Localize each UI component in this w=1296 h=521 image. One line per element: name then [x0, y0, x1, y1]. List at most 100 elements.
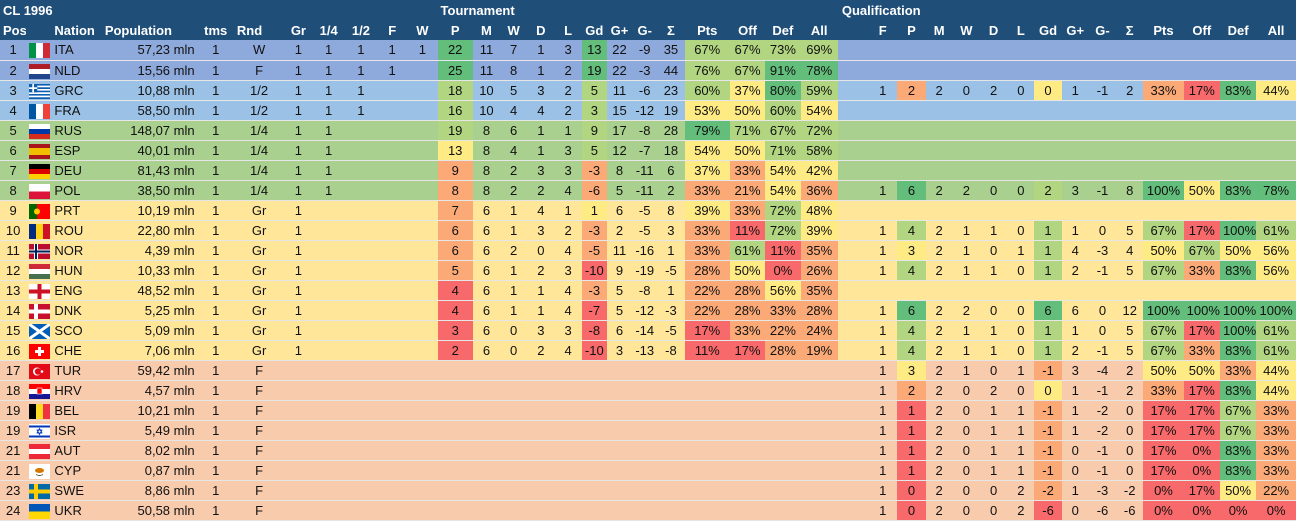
row-q-gd: 1 — [1034, 240, 1062, 261]
row-t-def: 11% — [765, 240, 801, 261]
row-q-sum: 5 — [1116, 220, 1144, 241]
table-row: 16 CHE 7,06 mln 1 Gr 1 2 6 0 2 4 -10 3 -13 -8 11% 17% 28%… — [0, 340, 1296, 361]
row-stage-q2 — [344, 200, 378, 221]
row-q-f: 1 — [868, 360, 898, 381]
row-population: 50,58 mln — [101, 500, 198, 521]
col-header-t-12: G- — [632, 20, 658, 40]
row-round: Gr — [233, 320, 285, 341]
row-t-gm: -6 — [632, 80, 658, 101]
row-q-m: 2 — [925, 300, 953, 321]
row-stage-q2 — [344, 360, 378, 381]
row-flag-cell — [26, 340, 52, 361]
row-q-m: 2 — [925, 80, 953, 101]
row-q-def: 83% — [1219, 260, 1257, 281]
row-t-l: 3 — [554, 160, 582, 181]
row-stage-w — [407, 140, 438, 161]
col-header-q-13: All — [1256, 20, 1296, 40]
row-t-pts: 17% — [684, 320, 730, 341]
row-stage-gr — [284, 360, 313, 381]
row-q-m: 2 — [925, 480, 953, 501]
row-spacer — [837, 200, 869, 221]
row-q-gm: -1 — [1088, 440, 1117, 461]
dk-flag-icon — [29, 303, 51, 319]
row-tms: 1 — [197, 280, 234, 301]
row-t-gd: -10 — [581, 260, 607, 281]
row-stage-gr — [284, 460, 313, 481]
col-header-spacer — [837, 20, 869, 40]
row-q-l: 0 — [1007, 300, 1035, 321]
row-t-def: 80% — [765, 80, 801, 101]
row-pos: 13 — [0, 280, 27, 301]
table-row: 5 RUS 148,07 mln 1 1/4 1 1 19 8 6 1 1 9 17 -8 28 79% 71% 6… — [0, 120, 1296, 141]
row-stage-q2 — [344, 440, 378, 461]
row-stage-q4 — [312, 440, 345, 461]
row-stage-q4 — [312, 300, 345, 321]
row-q-gm: -1 — [1088, 380, 1117, 401]
row-stage-w — [407, 100, 438, 121]
row-t-d: 1 — [527, 60, 555, 81]
col-header-t-10: Gd — [581, 20, 607, 40]
row-q-pts: 17% — [1143, 420, 1184, 441]
row-stage-f — [377, 160, 408, 181]
row-q-w: 1 — [952, 320, 980, 341]
row-stage-f — [377, 220, 408, 241]
row-stage-f — [377, 120, 408, 141]
row-q-gm: -3 — [1088, 480, 1117, 501]
row-t-off: 37% — [729, 80, 766, 101]
table-row: 2 NLD 15,56 mln 1 F 1 1 1 1 25 11 8 1 2 19 22 -3 44 76% 67%… — [0, 60, 1296, 81]
row-t-all: 36% — [800, 180, 838, 201]
row-t-gm: -9 — [632, 40, 658, 61]
row-t-p: 6 — [437, 220, 473, 241]
row-t-def: 56% — [765, 280, 801, 301]
row-stage-w — [407, 400, 438, 421]
row-t-l: 4 — [554, 240, 582, 261]
row-stage-q4: 1 — [312, 100, 345, 121]
row-flag-cell — [26, 60, 52, 81]
row-t-gp: 6 — [606, 200, 633, 221]
row-q-p: 4 — [897, 220, 926, 241]
row-t-all: 78% — [800, 60, 838, 81]
row-q-p: 1 — [897, 440, 926, 461]
row-tms: 1 — [197, 420, 234, 441]
row-t-gp: 3 — [606, 340, 633, 361]
row-stage-w — [407, 440, 438, 461]
row-q-def: 67% — [1219, 420, 1257, 441]
row-tms: 1 — [197, 440, 234, 461]
row-round: 1/4 — [233, 160, 285, 181]
row-q-all: 61% — [1256, 320, 1296, 341]
row-q-gp: 6 — [1061, 300, 1089, 321]
table-row: 17 TUR 59,42 mln 1 F 1 3 2 1 0 1 -1 3 -4 2 50% 50% 33% 44% — [0, 360, 1296, 381]
row-q-pts: 50% — [1143, 360, 1184, 381]
col-header-t-14: Pts — [684, 20, 730, 40]
row-nation: PRT — [51, 200, 102, 221]
row-t-sum: -8 — [657, 340, 685, 361]
row-population: 4,57 mln — [101, 380, 198, 401]
row-t-l: 1 — [554, 120, 582, 141]
row-t-all: 35% — [800, 240, 838, 261]
row-t-all: 35% — [800, 280, 838, 301]
row-stage-q2 — [344, 480, 378, 501]
row-q-gm: 0 — [1088, 300, 1117, 321]
row-t-d: 2 — [527, 180, 555, 201]
row-q-pts: 17% — [1143, 460, 1184, 481]
standings-body: 1 ITA 57,23 mln 1 W 1 1 1 1 1 22 11 7 1 3 13 22 -9 35 67% 67… — [0, 40, 1296, 521]
row-t-def: 54% — [765, 180, 801, 201]
row-t-w: 2 — [500, 180, 528, 201]
row-t-off: 71% — [729, 120, 766, 141]
row-stage-f — [377, 180, 408, 201]
row-q-all: 61% — [1256, 340, 1296, 361]
row-q-gp: 1 — [1061, 80, 1089, 101]
row-stage-gr: 1 — [284, 160, 313, 181]
row-stage-q2 — [344, 320, 378, 341]
row-round: W — [233, 40, 285, 61]
row-t-gm: -19 — [632, 260, 658, 281]
row-spacer — [837, 480, 869, 501]
row-nation: NOR — [51, 240, 102, 261]
row-t-w: 2 — [500, 160, 528, 181]
row-t-all: 42% — [800, 160, 838, 181]
table-row: 6 ESP 40,01 mln 1 1/4 1 1 13 8 4 1 3 5 12 -7 18 54% 50% 71… — [0, 140, 1296, 161]
row-population: 58,50 mln — [101, 100, 198, 121]
row-t-d: 4 — [527, 200, 555, 221]
row-q-all: 0% — [1256, 500, 1296, 521]
row-t-gd: -3 — [581, 160, 607, 181]
